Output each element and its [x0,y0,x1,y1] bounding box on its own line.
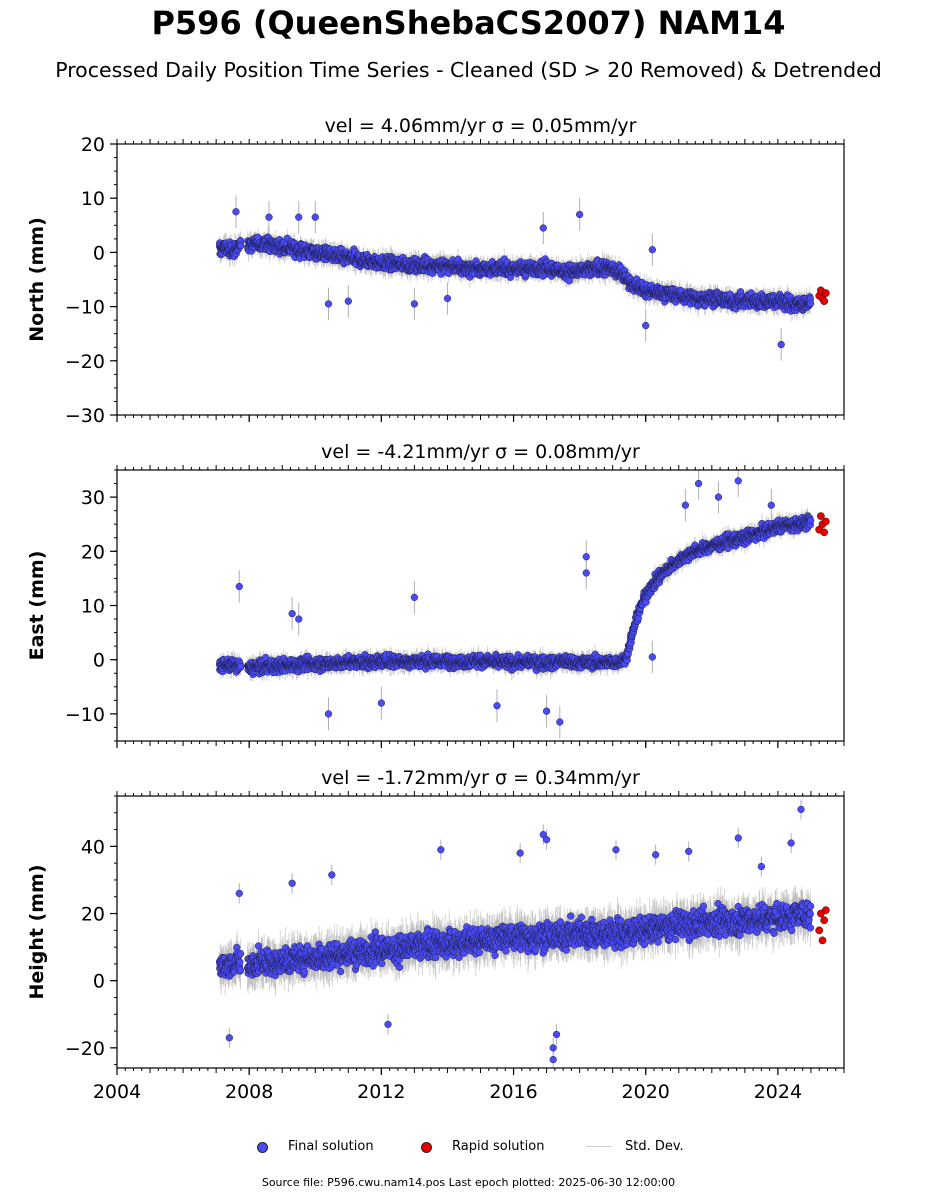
north-outlier-point [576,210,584,219]
y-tick-label: 10 [81,188,105,210]
north-final-point [237,242,245,250]
page-subtitle: Processed Daily Position Time Series - C… [55,58,882,82]
east-data [215,470,830,739]
y-tick-label: 0 [93,242,105,264]
north-final-point [565,277,573,285]
north-final-points [215,208,815,349]
north-y-axis-label: North (mm) [26,217,48,342]
page-title: P596 (QueenShebaCS2007) NAM14 [151,4,786,42]
north-outlier-point [295,213,303,221]
north-std-dev-bars [218,195,812,361]
north-rapid-point [821,289,830,297]
north-rapid-point [820,297,829,306]
north-outlier-point [324,300,333,308]
y-tick-label: −10 [65,297,105,319]
north-outlier-point [642,321,650,330]
north-y-ticks: 20 10 0 −10 −20 −30 [65,134,117,427]
north-outlier-point [539,224,547,232]
north-data [215,195,830,361]
north-panel-title: vel = 4.06mm/yr σ = 0.05mm/yr [325,115,637,137]
north-outlier-point [410,300,419,308]
north-outlier-point [777,340,785,349]
north-outlier-point [648,246,656,254]
time-series-figure: 20 10 0 −10 −20 −30 vel = 4.06mm/yr σ = 0.05mm… [26,115,845,1103]
north-outlier-point [265,213,273,221]
y-tick-label: −30 [65,405,105,427]
north-final-point [806,299,815,307]
north-outlier-point [232,208,240,216]
north-outlier-point [443,294,452,303]
y-tick-label: −20 [65,351,105,373]
east-std-dev-bars [218,470,812,739]
north-outlier-point [344,297,352,305]
north-panel: 20 10 0 −10 −20 −30 vel = 4.06mm/yr σ = 0.05mm… [26,115,845,427]
north-rapid-points [815,286,830,306]
y-tick-label: 20 [81,134,105,156]
north-outlier-point [311,213,319,221]
north-x-ticks [116,139,845,422]
